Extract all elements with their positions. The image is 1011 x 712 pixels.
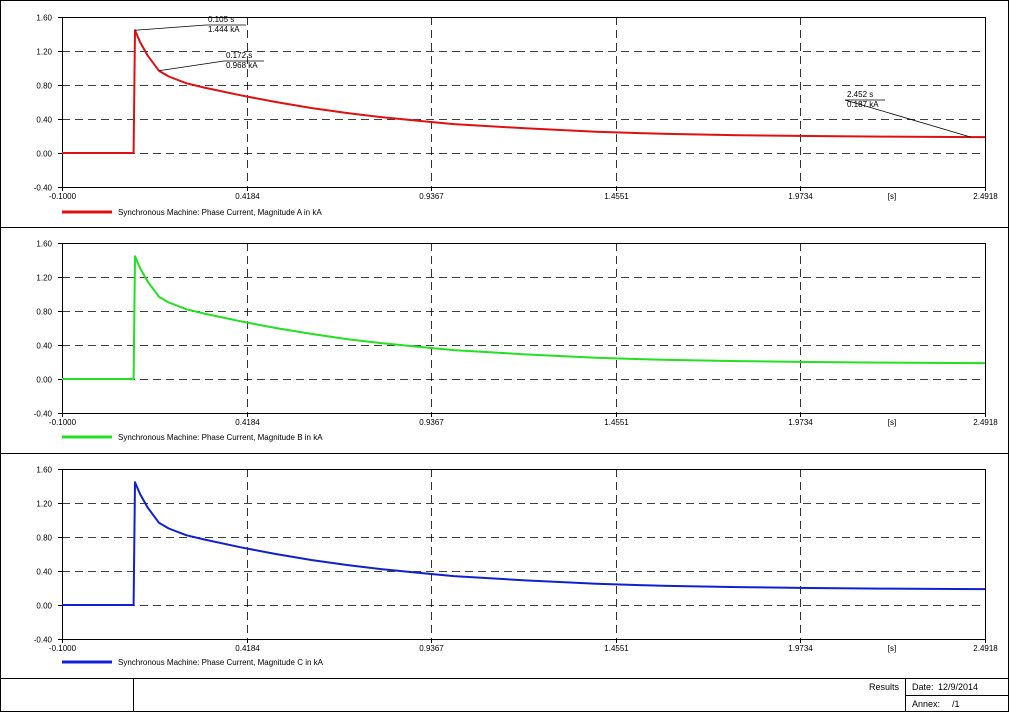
chart-phase-b: 1.60 1.20 0.80 0.40 0.00 -0.40-0.1000 0.4184 0.… bbox=[34, 240, 999, 443]
annotation-leader bbox=[134, 24, 207, 31]
x-tick-label: 1.4551 bbox=[604, 418, 629, 427]
plot-area bbox=[62, 469, 986, 640]
x-tick-label: 0.4184 bbox=[235, 418, 260, 427]
x-tick-label: 1.4551 bbox=[604, 644, 629, 653]
chart-phase-a: 1.60 1.20 0.80 0.40 0.00 -0.40-0.1000 0.4184 0.… bbox=[34, 14, 999, 218]
x-tick-label: -0.1000 bbox=[49, 644, 77, 653]
x-tick-label: 1.9734 bbox=[788, 192, 813, 201]
date-value: 12/9/2014 bbox=[938, 682, 978, 692]
x-tick-label: 0.9367 bbox=[419, 418, 444, 427]
x-tick-label: 0.9367 bbox=[419, 192, 444, 201]
y-tick-label: 0.40 bbox=[36, 342, 52, 351]
x-tick-label: 2.4918 bbox=[973, 192, 998, 201]
y-tick-label: 0.00 bbox=[36, 602, 52, 611]
date-label: Date: bbox=[912, 682, 934, 692]
y-tick-label: -0.40 bbox=[34, 410, 53, 419]
chart-phase-c: 1.60 1.20 0.80 0.40 0.00 -0.40-0.1000 0.4184 0.… bbox=[34, 466, 999, 668]
y-tick-label: 1.20 bbox=[36, 274, 52, 283]
series-line bbox=[62, 29, 986, 154]
annotation-value: 0.968 kA bbox=[226, 61, 258, 70]
annotation-value: 0.187 kA bbox=[847, 100, 879, 109]
annex-label: Annex: bbox=[912, 699, 940, 709]
y-tick-label: 0.40 bbox=[36, 568, 52, 577]
y-tick-label: 0.00 bbox=[36, 376, 52, 385]
series-line bbox=[62, 255, 986, 380]
footer-block: Results Date: 12/9/2014 Annex: /1 bbox=[0, 678, 1009, 712]
plot-area bbox=[62, 17, 986, 188]
annotation-time: 0.105 s bbox=[208, 15, 234, 24]
annotation-time: 2.452 s bbox=[847, 90, 873, 99]
x-tick-label: 0.4184 bbox=[235, 644, 260, 653]
x-tick-label: -0.1000 bbox=[49, 418, 77, 427]
results-label: Results bbox=[869, 682, 900, 692]
annotation-leader bbox=[844, 99, 971, 138]
legend-label: Synchronous Machine: Phase Current, Magn… bbox=[118, 208, 322, 217]
y-tick-label: 1.60 bbox=[36, 240, 52, 249]
y-tick-label: 0.80 bbox=[36, 308, 52, 317]
y-tick-label: 0.80 bbox=[36, 82, 52, 91]
y-tick-label: 1.60 bbox=[36, 466, 52, 475]
plot-area bbox=[62, 243, 986, 414]
legend-label: Synchronous Machine: Phase Current, Magn… bbox=[118, 658, 324, 667]
y-tick-label: 0.00 bbox=[36, 150, 52, 159]
annex-value: /1 bbox=[952, 699, 960, 709]
x-tick-label: 1.9734 bbox=[788, 418, 813, 427]
x-unit-label: [s] bbox=[888, 644, 896, 653]
legend-label: Synchronous Machine: Phase Current, Magn… bbox=[118, 433, 323, 442]
y-tick-label: 0.80 bbox=[36, 534, 52, 543]
y-tick-label: 1.60 bbox=[36, 14, 52, 23]
x-tick-label: -0.1000 bbox=[49, 192, 77, 201]
annotation-leader bbox=[158, 60, 225, 72]
annotation-time: 0.172 s bbox=[226, 51, 252, 60]
x-tick-label: 0.4184 bbox=[235, 192, 260, 201]
x-tick-label: 1.9734 bbox=[788, 644, 813, 653]
y-tick-label: 1.20 bbox=[36, 500, 52, 509]
x-tick-label: 2.4918 bbox=[973, 418, 998, 427]
x-unit-label: [s] bbox=[888, 192, 896, 201]
y-tick-label: -0.40 bbox=[34, 636, 53, 645]
annotation-value: 1.444 kA bbox=[208, 25, 240, 34]
x-tick-label: 1.4551 bbox=[604, 192, 629, 201]
series-line bbox=[62, 481, 986, 606]
y-tick-label: -0.40 bbox=[34, 184, 53, 193]
y-tick-label: 1.20 bbox=[36, 48, 52, 57]
y-tick-label: 0.40 bbox=[36, 116, 52, 125]
x-tick-label: 0.9367 bbox=[419, 644, 444, 653]
x-unit-label: [s] bbox=[888, 418, 896, 427]
x-tick-label: 2.4918 bbox=[973, 644, 998, 653]
